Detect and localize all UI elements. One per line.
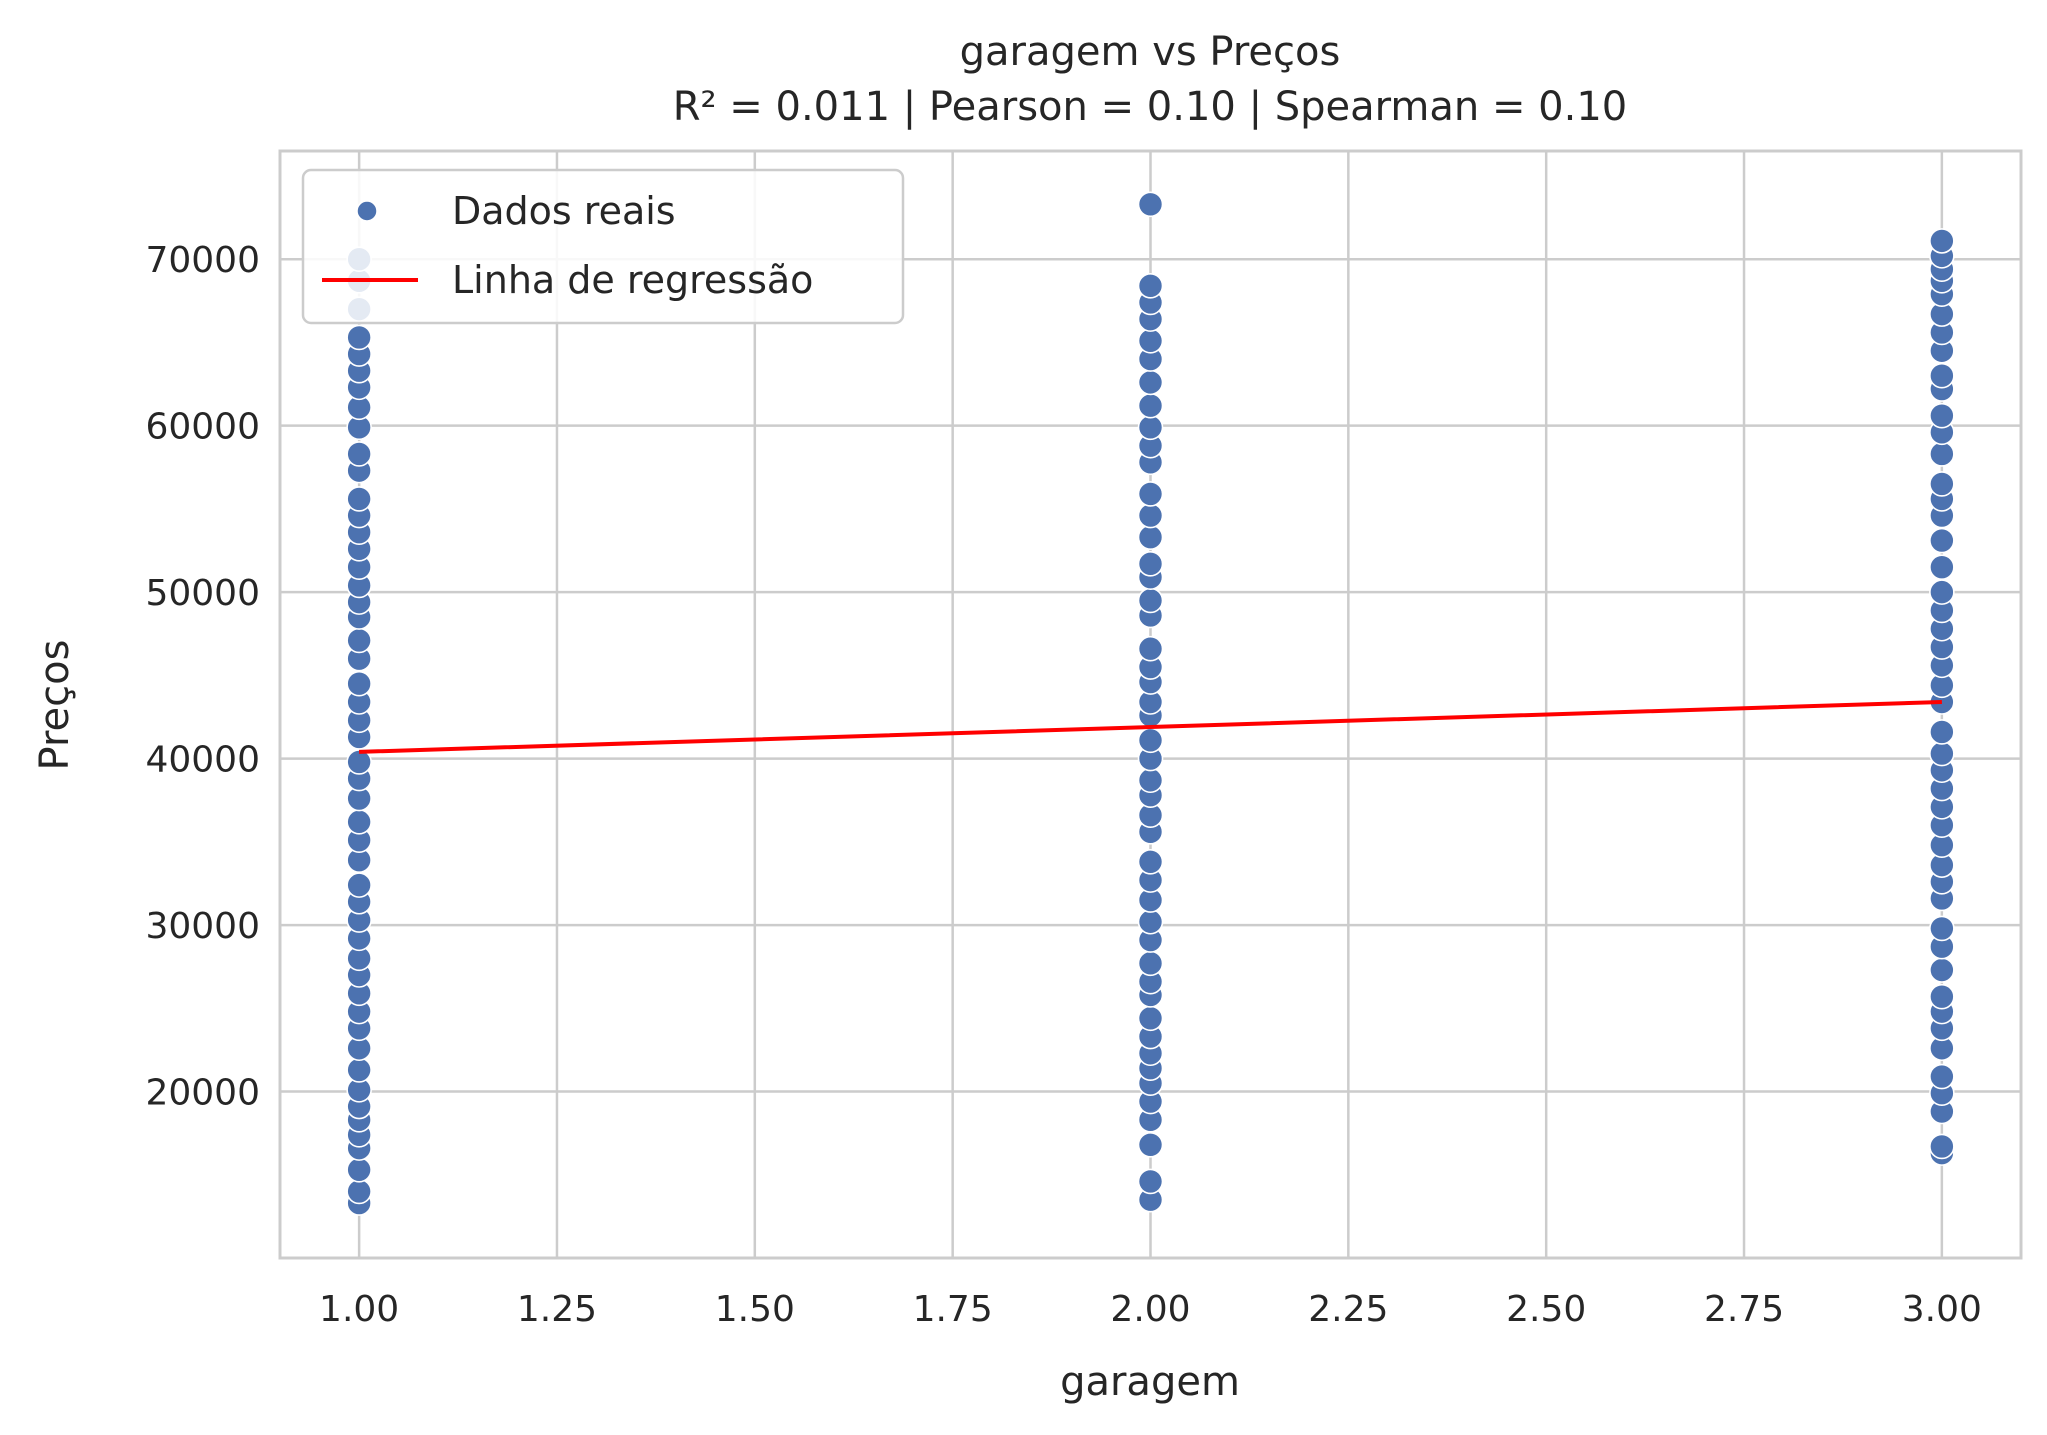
legend-label-scatter: Dados reais bbox=[452, 189, 676, 233]
scatter-point bbox=[346, 1057, 372, 1083]
chart-subtitle: R² = 0.011 | Pearson = 0.10 | Spearman =… bbox=[673, 84, 1628, 130]
x-tick-label: 1.25 bbox=[517, 1289, 597, 1330]
scatter-point bbox=[346, 1156, 372, 1183]
scatter-point bbox=[1929, 471, 1955, 497]
scatter-point bbox=[1137, 551, 1164, 577]
x-tick-label: 2.50 bbox=[1506, 1289, 1586, 1330]
scatter-point bbox=[1137, 502, 1164, 529]
chart-title: garagem vs Preços bbox=[960, 29, 1341, 75]
y-tick-label: 70000 bbox=[145, 240, 260, 281]
regression-line-group bbox=[359, 700, 1942, 754]
scatter-point bbox=[1137, 191, 1164, 218]
scatter-point bbox=[346, 670, 372, 697]
y-tick-label: 30000 bbox=[145, 906, 260, 947]
scatter-point bbox=[1929, 740, 1955, 767]
scatter-point bbox=[1137, 727, 1164, 754]
scatter-point bbox=[1137, 327, 1164, 354]
scatter-point bbox=[346, 486, 372, 512]
scatter-point bbox=[1929, 719, 1955, 745]
scatter-point bbox=[1137, 369, 1164, 396]
scatter-point bbox=[1929, 1063, 1955, 1090]
scatter-point bbox=[1137, 908, 1164, 935]
scatter-point bbox=[1137, 767, 1164, 794]
scatter-point bbox=[1929, 915, 1955, 942]
scatter-point bbox=[1137, 950, 1164, 977]
scatter-point bbox=[346, 872, 372, 898]
scatter-point bbox=[1137, 1005, 1164, 1032]
scatter-point bbox=[346, 1178, 372, 1205]
scatter-point bbox=[346, 441, 372, 467]
scatter-point bbox=[1137, 414, 1164, 441]
scatter-point bbox=[1137, 392, 1164, 419]
axis-ticks: 1.00 1.25 1.50 1.75 2.00 2.25 2.50 2.75 3.00 2000… bbox=[145, 240, 1981, 1330]
x-tick-label: 1.75 bbox=[913, 1289, 993, 1330]
scatter-point bbox=[1929, 228, 1955, 254]
scatter-point bbox=[1929, 527, 1955, 554]
scatter-point bbox=[1929, 983, 1955, 1010]
x-axis-label: garagem bbox=[1060, 1359, 1240, 1405]
scatter-point bbox=[1137, 1132, 1164, 1158]
scatter-point bbox=[1929, 579, 1955, 605]
x-tick-label: 1.00 bbox=[319, 1289, 399, 1330]
scatter-point bbox=[346, 809, 372, 835]
x-tick-label: 2.75 bbox=[1704, 1289, 1784, 1330]
scatter-point bbox=[1137, 587, 1164, 614]
y-tick-label: 50000 bbox=[145, 573, 260, 614]
scatter-point bbox=[1929, 1133, 1955, 1160]
regression-line bbox=[359, 700, 1942, 754]
legend-frame bbox=[301, 168, 905, 325]
scatter-points bbox=[346, 191, 1955, 1216]
scatter-point bbox=[1929, 402, 1955, 429]
scatter-point bbox=[1137, 635, 1164, 662]
scatter-point bbox=[1137, 1168, 1164, 1195]
scatter-point bbox=[1929, 957, 1955, 983]
legend: Dados reais Linha de regressão bbox=[301, 168, 905, 325]
y-tick-label: 60000 bbox=[145, 407, 260, 448]
legend-label-line: Linha de regressão bbox=[452, 258, 813, 302]
x-tick-label: 2.00 bbox=[1110, 1289, 1190, 1330]
scatter-point bbox=[1929, 441, 1955, 467]
x-tick-label: 1.50 bbox=[715, 1289, 795, 1330]
scatter-point bbox=[346, 324, 372, 351]
legend-marker-scatter bbox=[356, 200, 378, 222]
y-axis-label: Preços bbox=[32, 640, 78, 771]
scatter-point bbox=[1137, 849, 1164, 875]
y-tick-label: 40000 bbox=[145, 740, 260, 781]
scatter-point bbox=[346, 627, 372, 654]
scatter-point bbox=[1929, 362, 1955, 389]
x-tick-label: 3.00 bbox=[1902, 1289, 1982, 1330]
scatter-point bbox=[1137, 524, 1164, 551]
y-tick-label: 20000 bbox=[145, 1073, 260, 1114]
plot-area-frame bbox=[278, 149, 2023, 1260]
scatter-point bbox=[1929, 554, 1955, 580]
scatter-point bbox=[1137, 481, 1164, 507]
x-tick-label: 2.25 bbox=[1308, 1289, 1388, 1330]
scatter-point bbox=[1137, 273, 1164, 299]
